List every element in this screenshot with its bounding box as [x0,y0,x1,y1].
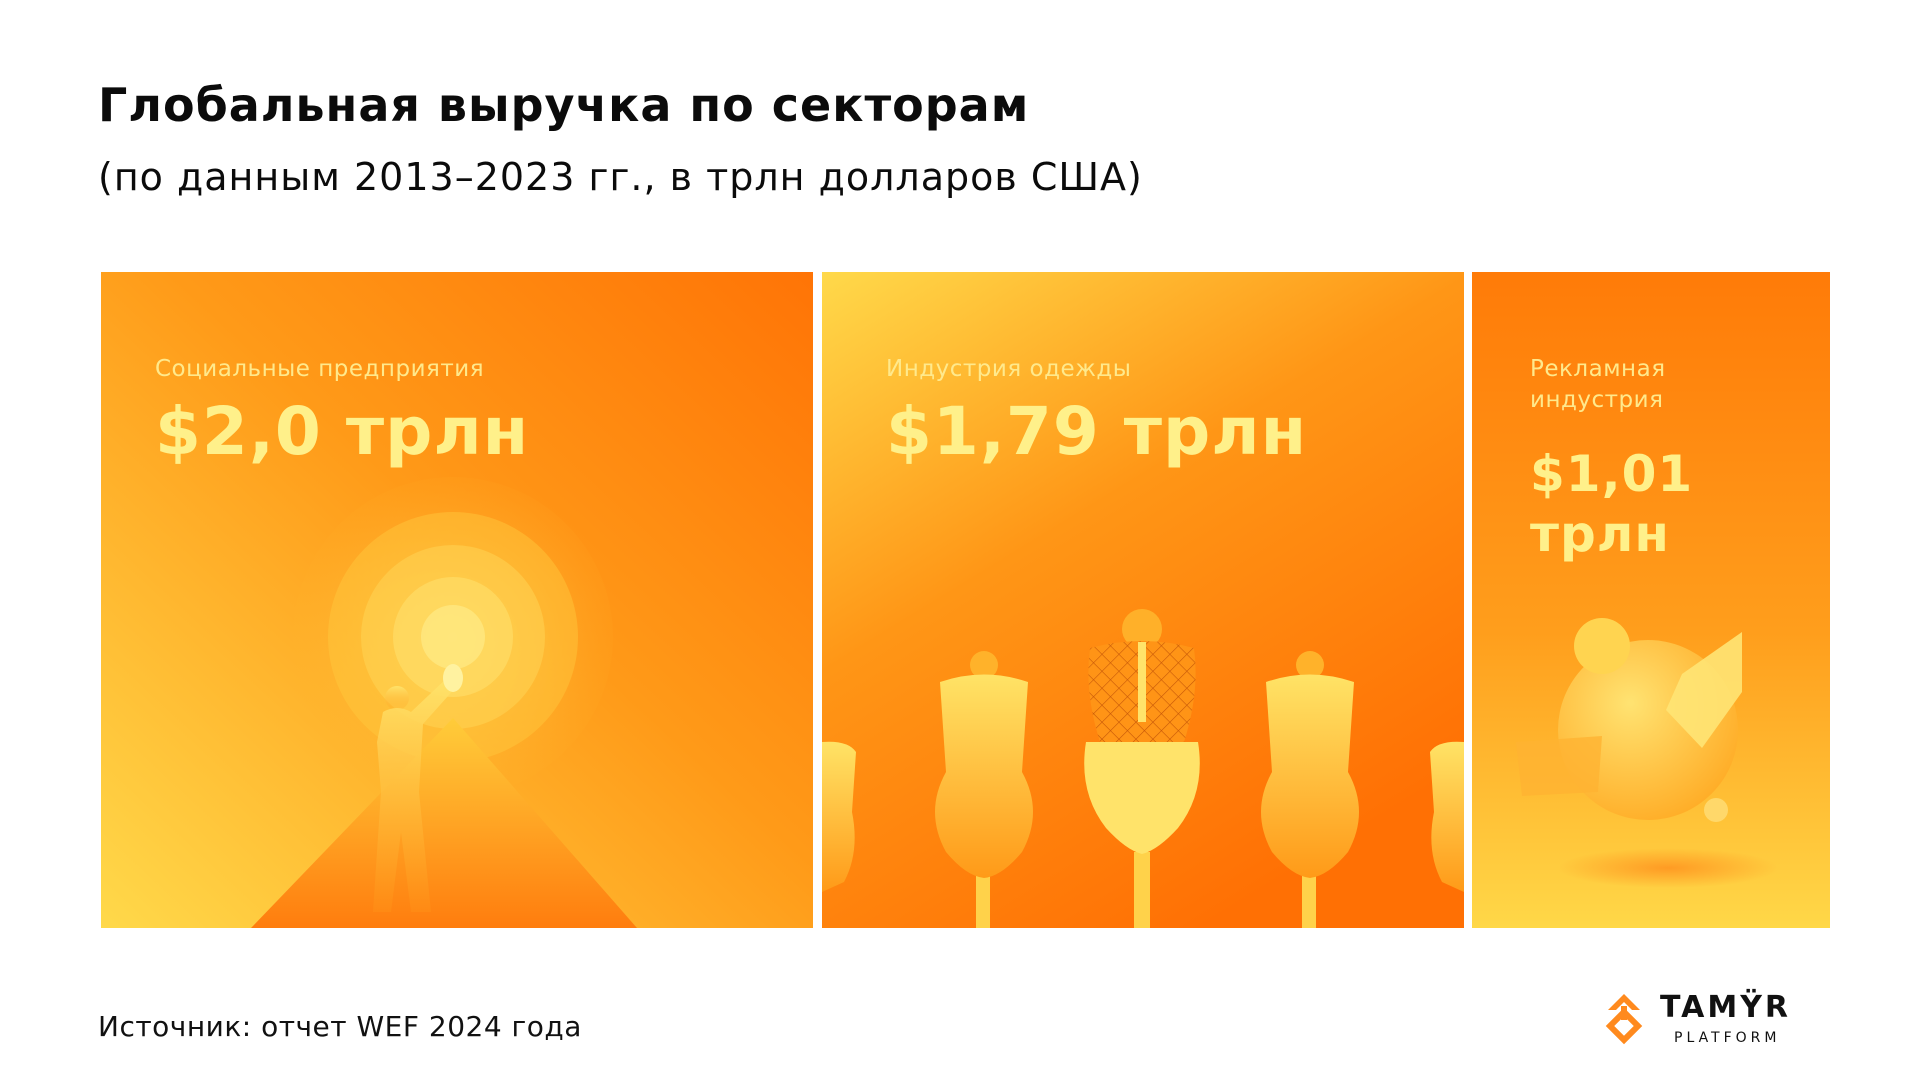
advertising-industry-illustration [1472,272,1830,928]
panel-value: $1,01 трлн [1530,445,1694,563]
tamyr-logo-icon [1605,994,1643,1045]
person-with-megaphone-icon [373,664,463,912]
panel-value: $2,0 трлн [155,393,530,470]
brand-name: TAMŸR [1660,990,1792,1025]
page-title: Глобальная выручка по секторам [98,78,1030,132]
panel-label: Рекламная индустрия [1530,356,1666,413]
abstract-shapes-icon [1516,618,1778,888]
source-note: Источник: отчет WEF 2024 года [98,1010,582,1043]
panel-value: $1,79 трлн [886,393,1308,470]
brand-subtitle: PLATFORM [1674,1030,1781,1046]
panel-advertising-industry: Рекламная индустрия $1,01 трлн [1472,272,1830,928]
social-enterprises-illustration [101,272,813,928]
panel-label: Социальные предприятия [155,356,485,382]
panel-label: Индустрия одежды [886,356,1132,382]
apparel-industry-illustration [822,272,1464,928]
brand-logo: TAMŸR PLATFORM [1604,990,1834,1046]
page-subtitle: (по данным 2013–2023 гг., в трлн долларо… [98,155,1143,199]
panel-apparel-industry: Индустрия одежды $1,79 трлн [822,272,1464,928]
mannequins-icon [822,609,1464,928]
panel-social-enterprises: Социальные предприятия $2,0 трлн [101,272,813,928]
